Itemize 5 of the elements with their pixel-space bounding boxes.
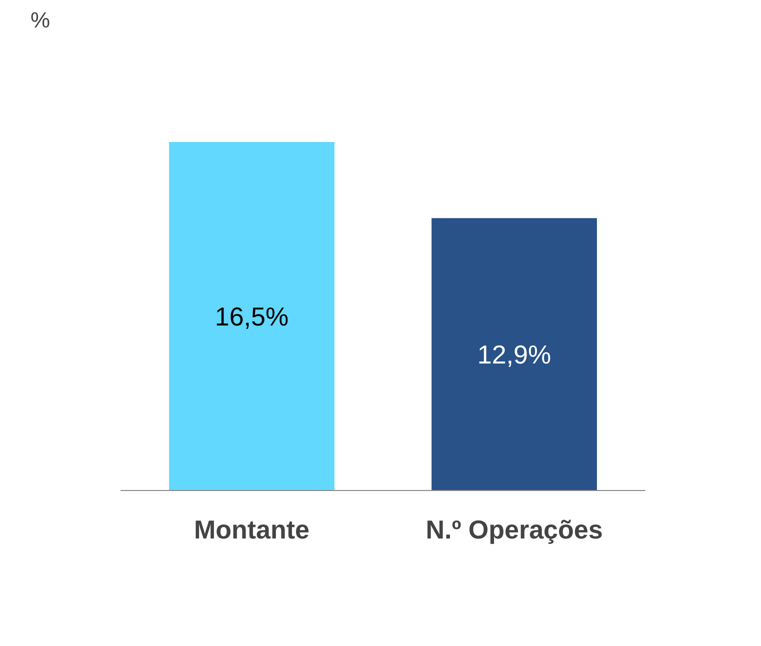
data-label: 16,5% [214, 301, 289, 332]
x-tick-label: N.º Operações [426, 514, 603, 544]
data-label: 12,9% [477, 339, 552, 370]
text: % [30, 8, 50, 32]
x-tick-label: Montante [194, 514, 310, 544]
